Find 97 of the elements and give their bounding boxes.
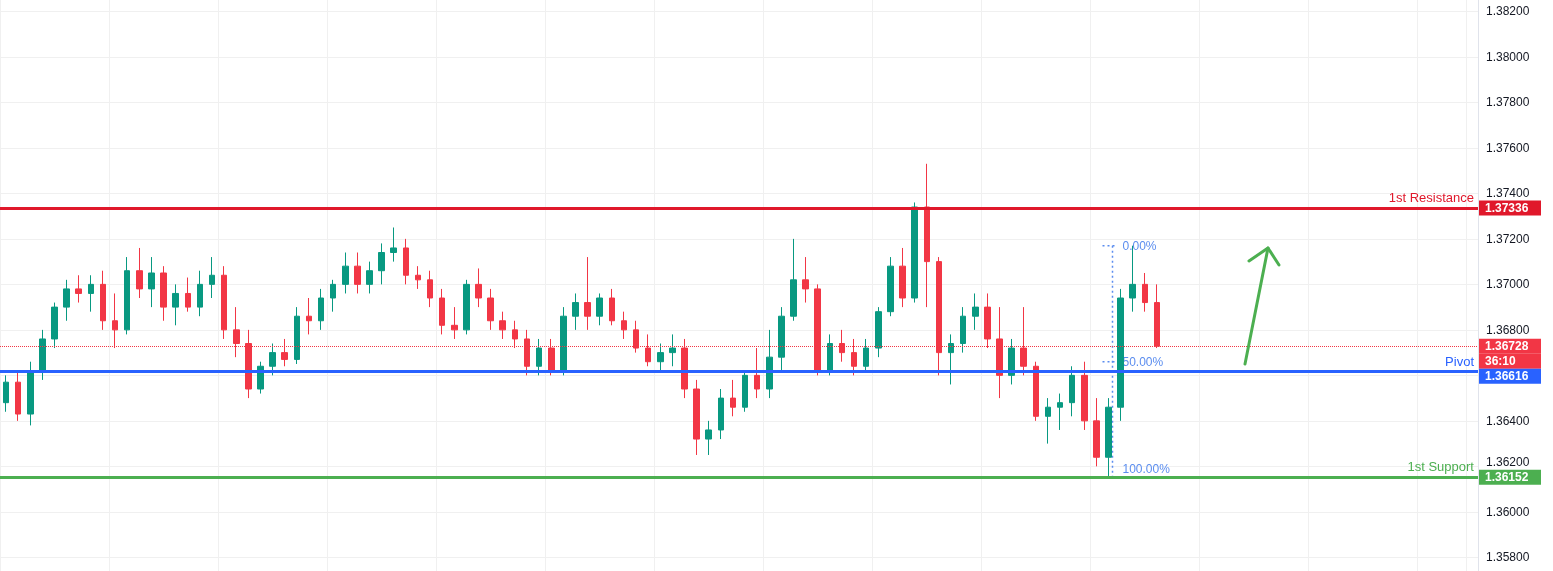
candlestick [221,265,227,340]
candlestick [911,201,918,304]
candlestick [487,288,494,331]
y-tick-label: 1.37800 [1486,95,1530,110]
candlestick [3,374,9,413]
y-tick-label: 1.36200 [1486,455,1530,470]
text: 36:10 [1485,354,1517,369]
y-tick-label: 1.38000 [1486,49,1530,64]
candlestick [27,361,34,426]
candlestick [790,238,797,322]
candlestick [899,247,906,308]
candlestick [39,329,46,381]
candlestick [730,379,736,417]
candlestick [863,338,869,372]
candlestick [403,238,409,285]
y-tick-label: 1.36400 [1486,413,1530,428]
candlestick [172,283,179,326]
candlestick [827,333,833,376]
candlestick [948,333,954,385]
y-tick-label: 1.37000 [1486,277,1530,292]
candlestick [875,306,882,358]
candlestick [1045,397,1051,445]
candlestick [390,226,397,263]
candlestick [427,270,433,308]
candlestick [560,306,567,376]
candlestick [136,247,143,299]
candlestick [354,252,361,294]
candlestick [269,343,276,376]
candlestick [742,370,748,413]
candlestick [378,242,385,285]
candlestick [924,163,930,308]
candlestick [160,265,167,322]
y-tick-label: 1.37200 [1486,231,1530,246]
candlestick [887,256,894,317]
y-tick-label: 1.36000 [1486,504,1530,519]
candlestick [439,288,445,335]
candlestick [972,292,979,331]
candlestick [15,370,21,422]
candlestick [1142,272,1148,313]
candlestick [1081,361,1088,431]
candlestick [330,279,336,313]
y-tick-label: 1.37600 [1486,140,1530,155]
annotation: 100.00% [1122,461,1171,476]
candlestick [1033,361,1039,422]
candlestick [1117,288,1124,422]
text: 1.36616 [1485,369,1529,384]
candlestick [1105,397,1112,479]
candlestick [609,288,615,326]
text: 1.36152 [1485,470,1529,485]
candlestick [669,333,676,367]
text: 1.37336 [1485,200,1529,215]
candlestick [318,288,324,331]
y-tick-label: 1.35800 [1486,550,1530,565]
text: 1.36728 [1485,339,1529,354]
candlestick [294,306,300,365]
candlestick [51,302,58,349]
candlestick [536,338,542,376]
candlestick [197,270,203,317]
candlestick [463,279,470,335]
candlestick [718,388,724,440]
candlestick [1008,338,1015,385]
candlestick [185,277,191,313]
candlestick [1057,393,1063,431]
candlestick [1093,397,1100,467]
y-tick-label: 1.38200 [1486,4,1530,19]
candlestick [621,311,627,340]
candlestick [124,256,130,335]
candlestick [209,256,215,299]
candlestick [584,256,591,331]
candlestick [693,379,700,456]
y-tick-label: 1.36800 [1486,322,1530,337]
candlestick [657,343,664,372]
candlestick [766,329,773,399]
candlestick [499,311,506,340]
candlestick [342,252,349,294]
candlestick [415,265,421,290]
annotation: 0.00% [1122,238,1157,253]
y-tick-label: 1.37400 [1486,186,1530,201]
candlestick [572,292,579,331]
ref-line-label: 1st Support [1407,459,1475,475]
candlestick [75,274,82,304]
candlestick [596,292,603,326]
candlestick [705,420,712,456]
candlestick [63,279,70,322]
candlestick [148,256,155,308]
ref-line-label: 1st Resistance [1388,189,1474,205]
candlestick [451,306,458,340]
candlestick [1069,365,1075,417]
candlestick [100,270,106,331]
candlestick [366,261,373,294]
candlestick [88,274,94,313]
ref-line-label: Pivot [1445,353,1475,369]
candlestick [802,256,809,304]
candlestick [960,306,966,354]
candlestick [475,267,482,308]
candlestick [306,297,312,335]
candlestick [778,306,785,372]
